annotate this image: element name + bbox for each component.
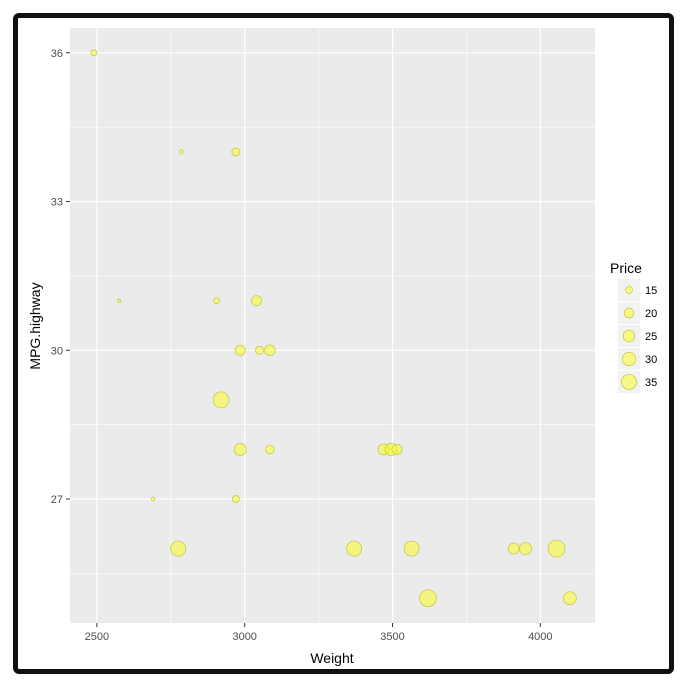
legend-symbol bbox=[622, 329, 636, 343]
y-tick-label: 33 bbox=[51, 197, 63, 209]
data-point bbox=[264, 344, 276, 356]
data-point bbox=[384, 443, 398, 456]
x-axis-label: Weight bbox=[310, 650, 353, 666]
x-tick-label: 3500 bbox=[380, 631, 404, 643]
x-tick-label: 3000 bbox=[232, 631, 256, 643]
legend-key bbox=[618, 325, 640, 347]
data-point bbox=[419, 589, 437, 608]
legend-label: 35 bbox=[645, 377, 657, 389]
data-point bbox=[117, 298, 122, 303]
data-point bbox=[265, 444, 275, 455]
data-point bbox=[346, 540, 362, 557]
data-point bbox=[170, 540, 187, 557]
legend-label: 20 bbox=[645, 308, 657, 320]
y-axis-label: MPG.highway bbox=[27, 282, 43, 369]
data-point bbox=[519, 542, 532, 556]
data-point bbox=[231, 495, 240, 503]
legend-title: Price bbox=[610, 260, 642, 276]
x-tick-label: 2500 bbox=[85, 631, 109, 643]
data-point bbox=[178, 149, 184, 155]
data-point bbox=[547, 539, 566, 558]
legend-key bbox=[618, 279, 640, 301]
legend-label: 30 bbox=[645, 354, 657, 366]
y-tick-label: 30 bbox=[51, 345, 63, 357]
legend-key bbox=[618, 348, 640, 370]
data-point bbox=[562, 591, 577, 606]
legend-symbol bbox=[625, 286, 633, 294]
data-point bbox=[507, 542, 520, 555]
data-point bbox=[403, 540, 420, 557]
data-point bbox=[233, 443, 247, 456]
data-point bbox=[391, 444, 403, 455]
data-point bbox=[251, 295, 262, 307]
data-point bbox=[212, 391, 230, 409]
data-point bbox=[213, 297, 221, 305]
x-tick-label: 4000 bbox=[528, 631, 552, 643]
y-tick-label: 36 bbox=[51, 48, 63, 60]
image-border bbox=[13, 13, 674, 674]
data-point bbox=[377, 443, 390, 456]
legend-symbol bbox=[623, 307, 635, 319]
legend-key bbox=[618, 302, 640, 324]
data-point bbox=[234, 344, 246, 356]
legend-label: 15 bbox=[645, 285, 657, 297]
legend-label: 25 bbox=[645, 331, 657, 343]
legend-symbol bbox=[621, 374, 637, 390]
legend-symbol bbox=[621, 351, 637, 367]
data-point bbox=[90, 49, 98, 57]
plot-panel bbox=[70, 28, 595, 623]
y-tick-label: 27 bbox=[51, 494, 63, 506]
data-point bbox=[231, 147, 241, 157]
data-point bbox=[150, 496, 156, 502]
data-point bbox=[255, 345, 264, 355]
